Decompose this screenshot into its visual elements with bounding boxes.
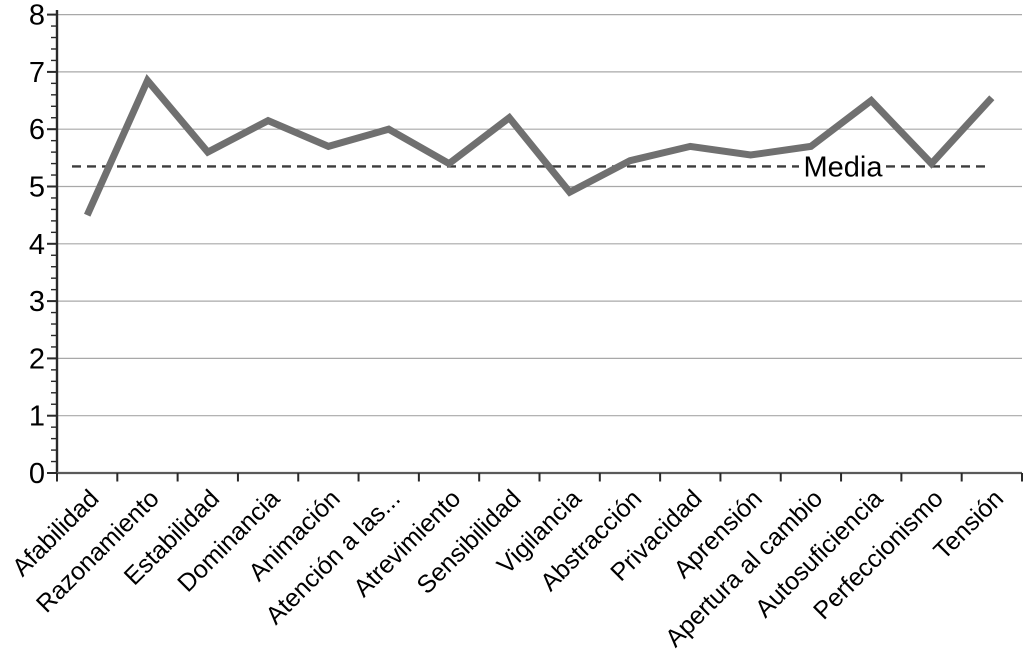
y-tick-label: 3 — [29, 286, 45, 318]
y-tick-label: 8 — [29, 0, 45, 32]
y-tick-label: 4 — [29, 229, 45, 261]
y-tick-label: 7 — [29, 57, 45, 89]
y-tick-label: 5 — [29, 172, 45, 204]
profile-line-series — [84, 73, 995, 217]
y-tick-label: 1 — [29, 401, 45, 433]
y-tick-label: 2 — [29, 343, 45, 375]
media-label: Media — [804, 151, 884, 183]
y-tick-label: 6 — [29, 114, 45, 146]
y-tick-label: 0 — [29, 458, 45, 490]
